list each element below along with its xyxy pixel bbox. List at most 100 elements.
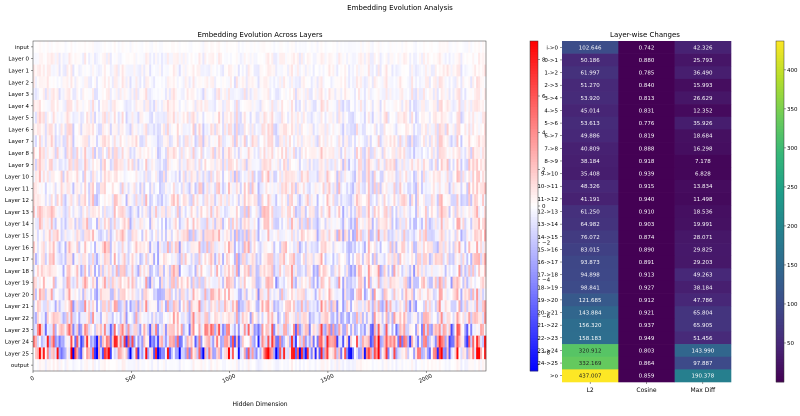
left-heatmap-cell [190, 182, 193, 195]
left-heatmap-cell [340, 41, 343, 54]
left-heatmap-cell [277, 147, 280, 160]
left-heatmap-cell [350, 135, 353, 148]
left-heatmap-cell [257, 182, 260, 195]
left-heatmap-cell [346, 41, 349, 54]
left-heatmap-cell [346, 264, 349, 278]
left-heatmap-cell [74, 64, 77, 77]
left-heatmap-cell [322, 170, 325, 183]
left-heatmap-cell [139, 241, 142, 254]
left-heatmap-cell [310, 276, 313, 289]
left-heatmap-cell [133, 111, 136, 124]
left-heatmap-cell [123, 147, 126, 160]
left-heatmap-cell [186, 229, 189, 242]
left-heatmap-cell [338, 170, 341, 183]
left-heatmap-cell [255, 276, 258, 289]
left-heatmap-cell [363, 206, 367, 219]
left-heatmap-cell [422, 88, 426, 101]
left-heatmap-cell [352, 206, 355, 219]
left-heatmap-cell [434, 217, 438, 230]
left-heatmap-cell [409, 111, 412, 124]
left-heatmap-cell [68, 217, 71, 230]
left-heatmap-cell [470, 135, 473, 148]
left-heatmap-cell [170, 99, 174, 113]
left-heatmap-cell [98, 99, 101, 113]
left-heatmap-cell [411, 264, 414, 278]
left-heatmap-cell [90, 288, 93, 301]
left-heatmap-cell [283, 88, 286, 101]
left-heatmap-cell [198, 217, 201, 230]
left-heatmap-cell [480, 158, 483, 171]
left-heatmap-cell [180, 229, 183, 242]
left-heatmap-cell [216, 147, 219, 160]
left-heatmap-cell [383, 264, 386, 278]
left-heatmap-cell [367, 182, 371, 195]
left-heatmap-cell [34, 76, 38, 89]
left-heatmap-cell [359, 253, 363, 266]
left-heatmap-cell [196, 123, 199, 136]
left-heatmap-cell [300, 288, 304, 301]
left-heatmap-cell [289, 135, 292, 148]
left-heatmap-cell [161, 158, 164, 171]
left-heatmap-cell [82, 241, 85, 254]
left-heatmap-cell [281, 264, 284, 278]
left-heatmap-cell [226, 123, 229, 136]
left-heatmap-cell [385, 147, 388, 160]
left-heatmap-cell [340, 276, 343, 289]
left-heatmap-cell [273, 276, 276, 289]
left-heatmap-cell [121, 229, 124, 242]
left-heatmap-cell [393, 123, 396, 136]
left-heatmap-cell [308, 41, 312, 54]
left-heatmap-cell [474, 158, 477, 171]
left-heatmap-cell [454, 229, 457, 242]
left-heatmap-cell [391, 88, 394, 101]
left-heatmap-cell [265, 99, 268, 113]
left-heatmap-cell [283, 76, 286, 89]
left-heatmap-cell [460, 194, 463, 207]
left-heatmap-cell [186, 241, 189, 254]
left-heatmap-cell [168, 170, 172, 183]
left-heatmap-cell [54, 194, 57, 207]
left-heatmap-cell [190, 264, 193, 278]
left-heatmap-cell [149, 182, 152, 195]
left-heatmap-cell [133, 194, 136, 207]
left-heatmap-cell [157, 123, 160, 136]
left-heatmap-cell [212, 241, 215, 254]
left-heatmap-cell [291, 253, 294, 266]
left-heatmap-cell [196, 147, 199, 160]
left-heatmap-cell [151, 194, 154, 207]
left-heatmap-cell [259, 147, 262, 160]
left-heatmap-cell [389, 135, 392, 148]
left-heatmap-cell [310, 147, 313, 160]
left-heatmap-cell [145, 182, 148, 195]
left-heatmap-cell [326, 170, 329, 183]
left-heatmap-cell [397, 229, 400, 242]
left-heatmap-cell [147, 88, 150, 101]
left-heatmap-cell [367, 41, 371, 54]
left-heatmap-cell [348, 99, 351, 113]
left-heatmap-cell [188, 229, 191, 242]
left-heatmap-cell [302, 182, 306, 195]
left-heatmap-cell [397, 99, 400, 113]
left-heatmap-cell [476, 158, 479, 171]
left-heatmap-cell [338, 123, 341, 136]
left-heatmap-cell [34, 52, 38, 65]
left-heatmap-cell [255, 182, 258, 195]
left-heatmap-cell [271, 147, 274, 160]
left-heatmap-cell [330, 123, 333, 136]
left-heatmap-cell [298, 276, 302, 289]
left-heatmap-cell [403, 158, 406, 171]
left-heatmap-cell [281, 111, 284, 124]
left-heatmap-cell [373, 111, 376, 124]
left-heatmap-cell [62, 264, 65, 278]
left-heatmap-cell [426, 135, 430, 148]
left-heatmap-cell [259, 52, 262, 65]
left-heatmap-cell [231, 229, 235, 242]
left-heatmap-cell [121, 76, 124, 89]
left-heatmap-cell [204, 111, 207, 124]
left-heatmap-cell [231, 194, 235, 207]
left-heatmap-cell [385, 52, 388, 65]
left-heatmap-cell [98, 158, 101, 171]
left-heatmap-cell [133, 241, 136, 254]
left-heatmap-cell [316, 123, 319, 136]
left-heatmap-cell [251, 135, 254, 148]
